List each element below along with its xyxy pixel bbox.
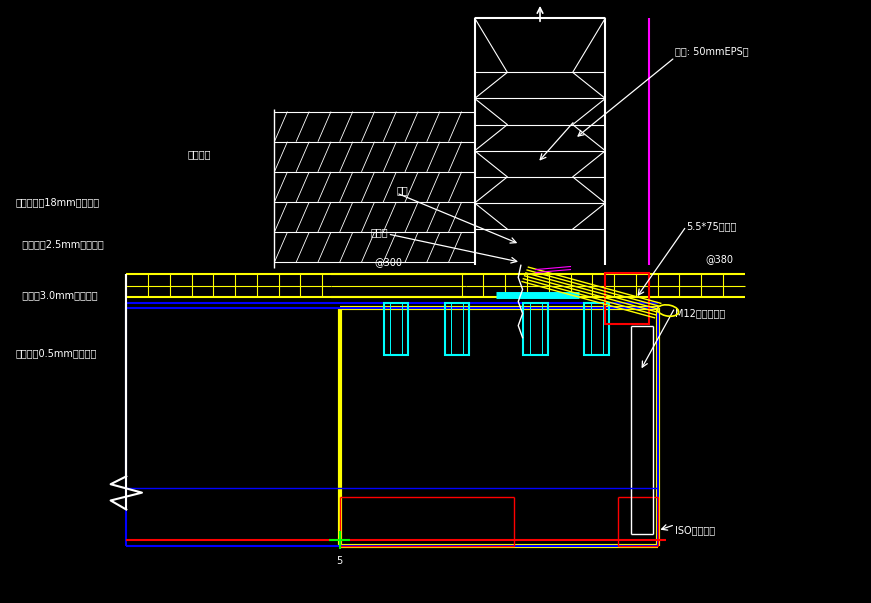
Text: 木螺絲: 木螺絲 xyxy=(370,227,388,237)
Bar xyxy=(445,303,469,355)
Text: 墙板槽：0.5mm彩钉折边: 墙板槽：0.5mm彩钉折边 xyxy=(16,348,97,358)
Text: 底座基板：18mm版合板板: 底座基板：18mm版合板板 xyxy=(16,197,100,207)
Text: 底框：3.0mm钉板折边: 底框：3.0mm钉板折边 xyxy=(16,291,98,300)
Text: 5.5*75自攻釘: 5.5*75自攻釘 xyxy=(686,221,737,231)
Text: ISO標準角件: ISO標準角件 xyxy=(675,526,715,535)
Bar xyxy=(523,303,548,355)
Text: @380: @380 xyxy=(706,254,733,264)
Bar xyxy=(605,273,649,324)
Text: M12內六角螺絲: M12內六角螺絲 xyxy=(675,309,726,318)
Text: 底次梁：2.5mm钉板折边: 底次梁：2.5mm钉板折边 xyxy=(16,239,104,249)
Bar xyxy=(584,303,609,355)
Text: 重板地板: 重板地板 xyxy=(187,149,211,159)
Text: @300: @300 xyxy=(375,257,402,267)
Bar xyxy=(384,303,408,355)
Text: 5: 5 xyxy=(336,556,343,566)
Text: 角線: 角線 xyxy=(396,185,408,195)
Text: 墻板: 50mmEPS板: 墻板: 50mmEPS板 xyxy=(675,46,749,56)
